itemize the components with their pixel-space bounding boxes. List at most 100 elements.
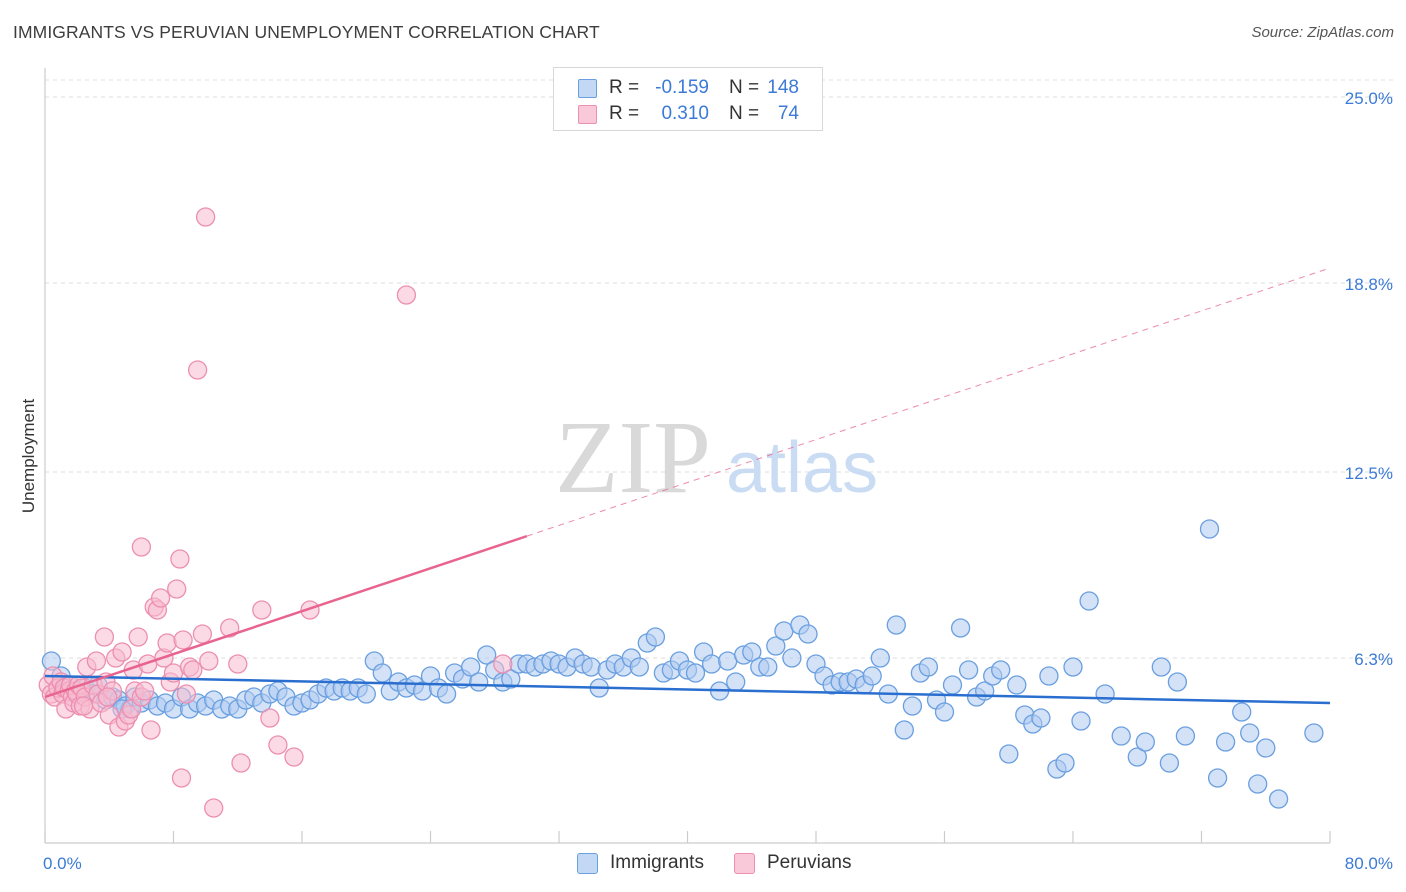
immigrants-point [1079, 591, 1099, 611]
series-label-peruvians: Peruvians [766, 852, 852, 873]
peruvians-point [167, 579, 187, 599]
peruvians-point [183, 660, 203, 680]
immigrants-trend-line [44, 674, 1331, 705]
immigrants-point [1135, 732, 1155, 752]
immigrants-point [436, 684, 457, 704]
immigrants-point [581, 657, 601, 677]
y-axis-label: Unemployment [19, 399, 38, 514]
correlation-legend: R = -0.159 N = 148 R = 0.310 N = 74 [553, 67, 823, 131]
peruvians-point [199, 651, 219, 671]
immigrants-point [1111, 726, 1131, 746]
immigrants-point [782, 648, 802, 668]
immigrants-point [798, 624, 818, 644]
y-tick-label: 12.5% [1345, 464, 1393, 483]
peruvians-trend-line [44, 534, 528, 699]
peruvians-point [252, 600, 272, 620]
peruvians-point [493, 654, 513, 674]
grid-lines [45, 79, 1393, 659]
peruvians-point [396, 285, 417, 305]
immigrants-point [1063, 657, 1083, 677]
peruvians-point [268, 735, 288, 755]
peruvians-point [73, 696, 94, 716]
immigrants-point [942, 675, 963, 695]
series-legend-peruvians[interactable]: Peruvians [733, 852, 852, 874]
peruvians-point [141, 720, 161, 740]
peruvians-point [170, 549, 190, 569]
immigrants-point [461, 657, 481, 677]
immigrants-point [894, 720, 914, 740]
immigrants-point [1268, 789, 1289, 809]
immigrants-point [886, 615, 906, 635]
immigrants-point [870, 648, 890, 668]
legend-row-immigrants: R = -0.159 N = 148 [578, 75, 799, 101]
immigrants-point [1095, 684, 1115, 704]
immigrants-point [356, 684, 376, 704]
peruvians-point [157, 633, 177, 653]
immigrants-point [726, 672, 746, 692]
watermark-atlas: atlas [726, 428, 878, 508]
peruvians-point [112, 642, 132, 662]
legend-n-peruvians: 74 [777, 103, 799, 124]
peruvians-point [187, 360, 208, 380]
peruvians-point [176, 684, 197, 704]
immigrants-point [1007, 675, 1027, 695]
immigrants-point [1039, 666, 1059, 686]
immigrants-point [1031, 708, 1051, 728]
immigrants-point [999, 744, 1019, 764]
peruvians-point [284, 747, 304, 767]
peruvians-point [195, 207, 216, 227]
peruvians-point [228, 654, 248, 674]
peruvians-point [150, 588, 171, 608]
x-tick-label-max: 80.0% [1345, 854, 1393, 873]
immigrants-point [1127, 747, 1147, 767]
y-tick-label: 6.3% [1354, 650, 1393, 669]
peruvians-point [131, 537, 152, 557]
peruvians-point [260, 708, 280, 728]
legend-r-peruvians: 0.310 [661, 103, 709, 124]
watermark-zip: ZIP [555, 400, 711, 515]
legend-swatch-peruvians [578, 104, 597, 124]
immigrants-point [1159, 753, 1180, 773]
peruvians-point [171, 768, 192, 788]
y-tick-label: 25.0% [1345, 89, 1393, 108]
legend-n-immigrants: 148 [767, 77, 799, 98]
immigrants-points [41, 519, 1324, 809]
series-legend: Immigrants Peruvians [577, 852, 881, 874]
axes [44, 68, 1331, 844]
immigrants-point [372, 663, 392, 683]
peruvians-trend-extension [526, 267, 1331, 537]
peruvians-point [128, 627, 148, 647]
series-label-immigrants: Immigrants [610, 852, 704, 873]
immigrants-point [1240, 723, 1260, 743]
x-tick-label-min: 0.0% [43, 854, 82, 873]
immigrants-point [758, 657, 778, 677]
trend-lines [44, 267, 1331, 705]
peruvians-point [97, 687, 118, 707]
immigrants-point [1055, 753, 1075, 773]
watermark: ZIP atlas [555, 400, 878, 515]
immigrants-point [701, 654, 722, 674]
peruvians-point [220, 618, 240, 638]
peruvians-point [134, 681, 155, 701]
immigrants-point [1199, 519, 1220, 539]
immigrants-point [645, 627, 666, 647]
legend-r-immigrants: -0.159 [655, 77, 709, 98]
immigrants-point [1215, 732, 1236, 752]
immigrants-point [862, 666, 882, 686]
immigrants-point [991, 660, 1011, 680]
immigrants-point [958, 660, 979, 680]
peruvians-point [173, 630, 193, 650]
legend-n-label: N = [729, 77, 760, 98]
immigrants-point [1256, 738, 1276, 758]
legend-swatch-immigrants [578, 78, 597, 98]
immigrants-point [629, 657, 649, 677]
series-legend-immigrants[interactable]: Immigrants [577, 852, 704, 874]
y-tick-label: 18.8% [1345, 275, 1393, 294]
peruvians-point [192, 624, 213, 644]
immigrants-point [685, 663, 706, 683]
immigrants-point [742, 642, 762, 662]
immigrants-point [774, 621, 794, 641]
peruvians-point [94, 627, 115, 647]
legend-row-peruvians: R = 0.310 N = 74 [578, 101, 799, 127]
